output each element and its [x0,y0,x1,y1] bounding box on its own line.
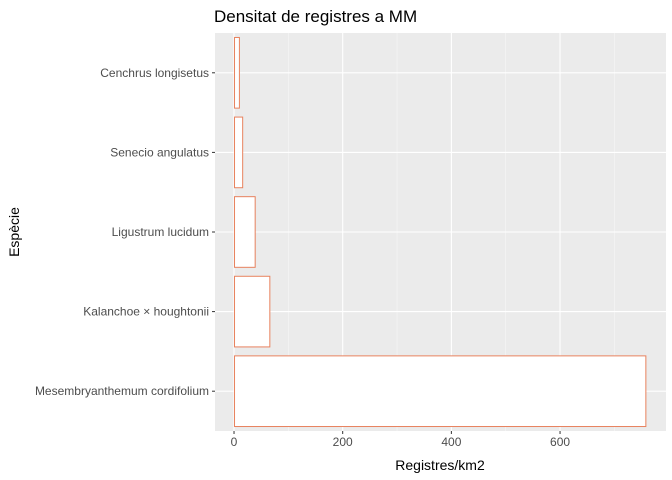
y-axis-title: Espècie [6,207,22,257]
y-tick-label: Ligustrum lucidum [112,225,209,239]
bar-cenchrus-longisetus [234,36,240,109]
y-tick-label: Kalanchoe × houghtonii [83,305,209,319]
y-axis: Mesembryanthemum cordifolium Kalanchoe × … [35,66,215,398]
chart-title: Densitat de registres a MM [214,7,417,26]
bar-ligustrum-lucidum [234,196,256,268]
bar-kalanchoe-houghtonii [234,275,271,348]
bar-senecio-angulatus [234,116,244,189]
bars [234,36,647,428]
x-tick-label: 400 [441,435,461,449]
y-tick-label: Mesembryanthemum cordifolium [35,384,209,398]
y-tick-label: Senecio angulatus [110,145,209,159]
x-tick-label: 600 [550,435,570,449]
bar-mesembryanthemum-cordifolium [234,355,647,428]
y-tick-label: Cenchrus longisetus [100,66,209,80]
x-axis-title: Registres/km2 [395,457,485,473]
x-tick-label: 0 [231,435,238,449]
x-tick-label: 200 [333,435,353,449]
x-axis: 0 200 400 600 [231,431,570,449]
